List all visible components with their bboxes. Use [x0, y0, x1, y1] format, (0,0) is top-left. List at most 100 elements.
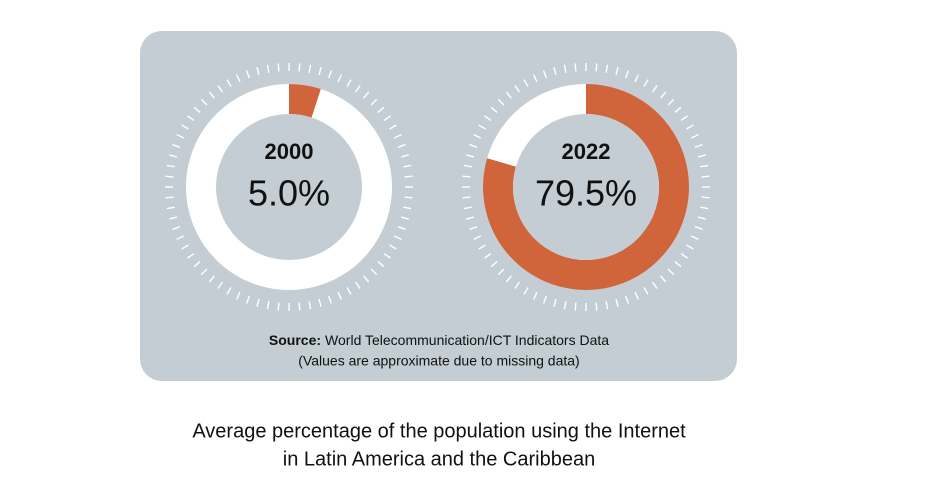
decor-tick: [266, 64, 270, 73]
decor-tick: [397, 226, 406, 231]
decor-tick: [187, 115, 195, 122]
decor-tick: [200, 98, 208, 106]
decor-tick: [193, 261, 201, 268]
value-label: 79.5%: [535, 173, 637, 214]
decor-tick: [694, 226, 703, 231]
decor-tick: [473, 133, 482, 139]
decor-tick: [165, 175, 174, 178]
decor-tick: [181, 124, 189, 130]
decor-tick: [625, 70, 630, 79]
decor-tick: [700, 164, 709, 168]
decor-tick: [660, 275, 667, 283]
value-label: 5.0%: [248, 173, 330, 214]
decor-tick: [651, 85, 658, 93]
decor-tick: [701, 196, 710, 199]
decor-tick: [563, 64, 567, 73]
decor-tick: [363, 91, 370, 99]
decor-tick: [328, 70, 333, 79]
caption-line: Average percentage of the population usi…: [192, 420, 686, 442]
decor-tick: [235, 291, 241, 300]
decor-tick: [523, 79, 529, 87]
donut-title: 2000: [265, 139, 314, 164]
decor-tick: [363, 275, 370, 283]
decor-tick: [563, 301, 567, 310]
decor-tick: [523, 287, 529, 295]
decor-tick: [462, 175, 471, 178]
decor-tick: [245, 70, 250, 79]
decor-tick: [484, 115, 492, 122]
decor-tick: [172, 143, 181, 148]
decor-tick: [595, 302, 598, 311]
decor-tick: [514, 281, 521, 289]
decor-tick: [217, 281, 224, 289]
decor-tick: [660, 91, 667, 99]
source-line: Source: World Telecommunication/ICT Indic…: [269, 332, 609, 348]
decor-tick: [208, 275, 215, 283]
decor-tick: [393, 235, 402, 241]
decor-tick: [625, 295, 630, 304]
decor-tick: [176, 235, 185, 241]
caption-line: in Latin America and the Caribbean: [283, 448, 595, 470]
decor-tick: [166, 206, 175, 210]
decor-tick: [172, 226, 181, 231]
decor-tick: [674, 106, 682, 113]
decor-tick: [505, 91, 512, 99]
decor-tick: [674, 261, 682, 268]
decor-tick: [226, 287, 232, 295]
decor-tick: [697, 154, 706, 158]
decor-tick: [574, 63, 577, 72]
decor-tick: [497, 98, 505, 106]
decor-tick: [484, 252, 492, 259]
decor-tick: [478, 244, 486, 250]
decor-tick: [473, 235, 482, 241]
decor-tick: [532, 291, 538, 300]
decor-tick: [346, 79, 352, 87]
decor-tick: [266, 301, 270, 310]
decor-tick: [466, 154, 475, 158]
decor-tick: [466, 216, 475, 220]
decor-tick: [490, 261, 498, 268]
decor-tick: [165, 196, 174, 199]
decor-tick: [256, 67, 260, 76]
donut-segment: [289, 84, 321, 118]
decor-tick: [404, 175, 413, 178]
decor-tick: [328, 295, 333, 304]
decor-tick: [542, 70, 547, 79]
decor-tick: [505, 275, 512, 283]
decor-tick: [697, 216, 706, 220]
decor-tick: [377, 261, 385, 268]
decor-tick: [389, 244, 397, 250]
decor-tick: [574, 302, 577, 311]
decor-tick: [701, 175, 710, 178]
decor-tick: [553, 67, 557, 76]
decor-tick: [634, 291, 640, 300]
decor-tick: [463, 164, 472, 168]
decor-tick: [354, 85, 361, 93]
decor-tick: [680, 252, 688, 259]
decor-tick: [277, 302, 280, 311]
decor-tick: [217, 85, 224, 93]
decor-tick: [403, 206, 412, 210]
decor-tick: [686, 244, 694, 250]
decor-tick: [605, 301, 609, 310]
decor-tick: [187, 252, 195, 259]
decor-tick: [166, 164, 175, 168]
decor-tick: [208, 91, 215, 99]
source-label: Source:: [269, 332, 321, 348]
decor-tick: [383, 115, 391, 122]
decor-tick: [169, 216, 178, 220]
donut-hole: [216, 114, 362, 260]
donut-title: 2022: [562, 139, 611, 164]
decor-tick: [497, 268, 505, 276]
decor-tick: [200, 268, 208, 276]
decor-tick: [337, 74, 343, 83]
decor-tick: [235, 74, 241, 83]
decor-tick: [463, 206, 472, 210]
decor-tick: [553, 298, 557, 307]
decor-tick: [377, 106, 385, 113]
decor-tick: [226, 79, 232, 87]
decor-tick: [667, 268, 675, 276]
decor-tick: [383, 252, 391, 259]
decor-tick: [318, 67, 322, 76]
decor-tick: [404, 196, 413, 199]
